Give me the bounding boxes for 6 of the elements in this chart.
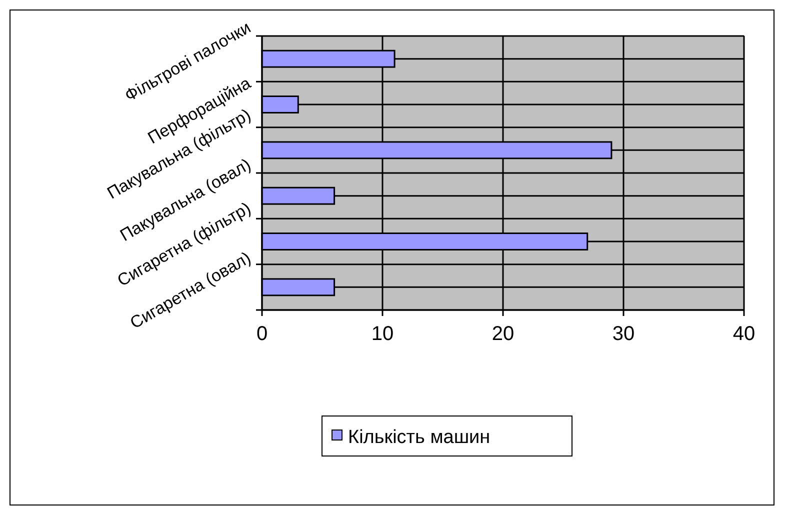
legend-label: Кількість машин (348, 427, 490, 448)
x-tick-label: 40 (732, 323, 756, 345)
x-tick-label: 0 (256, 323, 268, 345)
x-tick-label: 20 (492, 323, 514, 345)
x-tick-label: 30 (612, 323, 635, 345)
x-tick-label: 10 (371, 323, 394, 345)
